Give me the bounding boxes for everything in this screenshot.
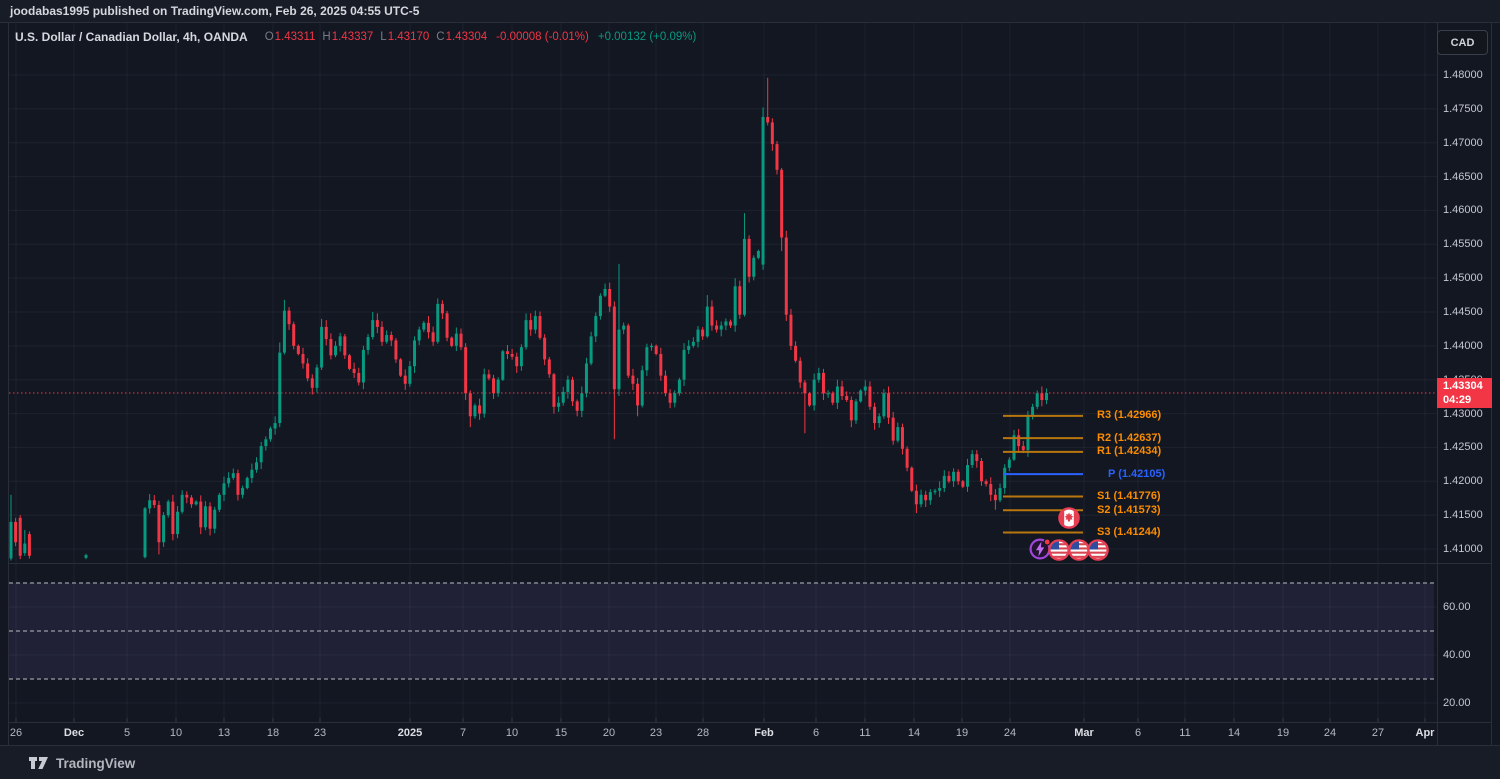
pivot-label-s3: S3 (1.41244) bbox=[1097, 525, 1161, 538]
time-tick-label: 13 bbox=[217, 727, 231, 739]
time-tick-label: 11 bbox=[1179, 727, 1191, 739]
price-tick-label: 1.44500 bbox=[1443, 306, 1483, 318]
pane-divider[interactable] bbox=[8, 563, 1492, 564]
pivot-lines-layer bbox=[1003, 414, 1083, 534]
us-flag-event-icon[interactable] bbox=[1047, 538, 1071, 567]
time-tick-label: 28 bbox=[696, 727, 710, 739]
time-tick-label: 26 bbox=[9, 727, 23, 739]
symbol-legend: U.S. Dollar / Canadian Dollar, 4h, OANDA… bbox=[15, 29, 696, 45]
time-tick-label: 20 bbox=[602, 727, 616, 739]
time-tick-label: Mar bbox=[1074, 727, 1094, 739]
ohlc-close-value: 1.43304 bbox=[445, 31, 488, 43]
bar-countdown: 04:29 bbox=[1443, 393, 1472, 406]
time-tick-label: Apr bbox=[1415, 727, 1435, 739]
time-tick-label: 23 bbox=[313, 727, 327, 739]
price-tick-label: 1.46000 bbox=[1443, 204, 1483, 217]
pivot-label-r3: R3 (1.42966) bbox=[1097, 409, 1162, 422]
time-tick-label: 15 bbox=[554, 727, 568, 739]
time-tick-label: 7 bbox=[459, 727, 467, 739]
change-absolute: -0.00008 (-0.01%) bbox=[496, 31, 589, 43]
candles-layer bbox=[9, 77, 1049, 561]
time-tick-label: 18 bbox=[266, 727, 280, 739]
price-tick-label: 1.41500 bbox=[1443, 509, 1483, 522]
price-tick-label: 1.43000 bbox=[1443, 407, 1483, 420]
time-axis-border bbox=[8, 722, 1492, 723]
last-price-label: 1.43304 04:29 bbox=[1437, 377, 1492, 408]
rsi-tick-label: 20.00 bbox=[1443, 697, 1471, 709]
time-tick-label: 24 bbox=[1323, 727, 1337, 739]
ohlc-low-key: L bbox=[380, 31, 387, 43]
rsi-tick-label: 40.00 bbox=[1443, 649, 1471, 661]
pivot-label-s1: S1 (1.41776) bbox=[1097, 489, 1161, 502]
time-tick-label: 11 bbox=[859, 727, 871, 739]
tradingview-logo-link[interactable]: TradingView bbox=[28, 755, 135, 771]
published-by-text: joodabas1995 published on TradingView.co… bbox=[10, 4, 420, 18]
price-tick-label: 1.42500 bbox=[1443, 441, 1483, 454]
left-frame-border bbox=[8, 22, 9, 745]
pivot-label-r1: R1 (1.42434) bbox=[1097, 445, 1162, 458]
time-tick-label: 19 bbox=[955, 727, 969, 739]
time-tick-label: 10 bbox=[505, 727, 519, 739]
price-tick-label: 1.41000 bbox=[1443, 543, 1483, 555]
time-tick-label: 19 bbox=[1276, 727, 1290, 739]
price-tick-label: 1.45500 bbox=[1443, 238, 1483, 251]
pivot-label-p: P (1.42105) bbox=[1108, 467, 1166, 480]
time-tick-label: 6 bbox=[1134, 727, 1142, 739]
ohlc-open-value: 1.43311 bbox=[274, 31, 316, 43]
rsi-tick-label: 60.00 bbox=[1443, 601, 1471, 613]
time-tick-label: Dec bbox=[63, 727, 85, 739]
time-tick-label: Feb bbox=[754, 727, 774, 739]
time-tick-label: 24 bbox=[1003, 727, 1017, 739]
ohlc-high-value: 1.43337 bbox=[331, 31, 374, 43]
change-percent: +0.00132 (+0.09%) bbox=[597, 31, 697, 43]
price-tick-label: 1.45000 bbox=[1443, 272, 1483, 285]
header-bar bbox=[0, 0, 1500, 23]
canada-flag-event-icon[interactable] bbox=[1057, 506, 1081, 535]
time-tick-marks bbox=[15, 718, 1426, 722]
time-tick-label: 10 bbox=[169, 727, 183, 739]
time-tick-label: 27 bbox=[1371, 727, 1385, 739]
ohlc-high-key: H bbox=[322, 31, 331, 43]
time-tick-label: 14 bbox=[907, 727, 921, 739]
price-tick-label: 1.42000 bbox=[1443, 475, 1483, 488]
pivot-label-r2: R2 (1.42637) bbox=[1097, 431, 1162, 444]
time-tick-label: 2025 bbox=[397, 727, 423, 739]
grid-layer bbox=[9, 22, 1437, 722]
time-tick-label: 14 bbox=[1227, 727, 1241, 739]
price-tick-label: 1.47000 bbox=[1443, 136, 1483, 149]
price-tick-label: 1.46500 bbox=[1443, 170, 1483, 183]
pivot-label-s2: S2 (1.41573) bbox=[1097, 503, 1161, 516]
price-tick-label: 1.48000 bbox=[1443, 69, 1483, 81]
time-tick-label: 23 bbox=[649, 727, 663, 739]
time-tick-label: 5 bbox=[123, 727, 131, 739]
footer-bar: TradingView bbox=[0, 745, 1500, 779]
price-tick-label: 1.44000 bbox=[1443, 339, 1483, 352]
last-price-value: 1.43304 bbox=[1443, 379, 1483, 392]
time-tick-label: 6 bbox=[812, 727, 820, 739]
ohlc-close-key: C bbox=[436, 31, 445, 43]
us-flag-event-icon[interactable] bbox=[1086, 538, 1110, 567]
tradingview-logo-icon bbox=[29, 757, 48, 769]
symbol-title: U.S. Dollar / Canadian Dollar, 4h, OANDA bbox=[15, 30, 248, 44]
rsi-pane-layer bbox=[9, 582, 1434, 680]
ohlc-low-value: 1.43170 bbox=[387, 31, 430, 43]
price-tick-label: 1.47500 bbox=[1443, 102, 1483, 115]
currency-toggle-button[interactable]: CAD bbox=[1437, 30, 1488, 55]
ohlc-open-key: O bbox=[264, 31, 274, 43]
tradingview-logo-text: TradingView bbox=[56, 755, 136, 771]
